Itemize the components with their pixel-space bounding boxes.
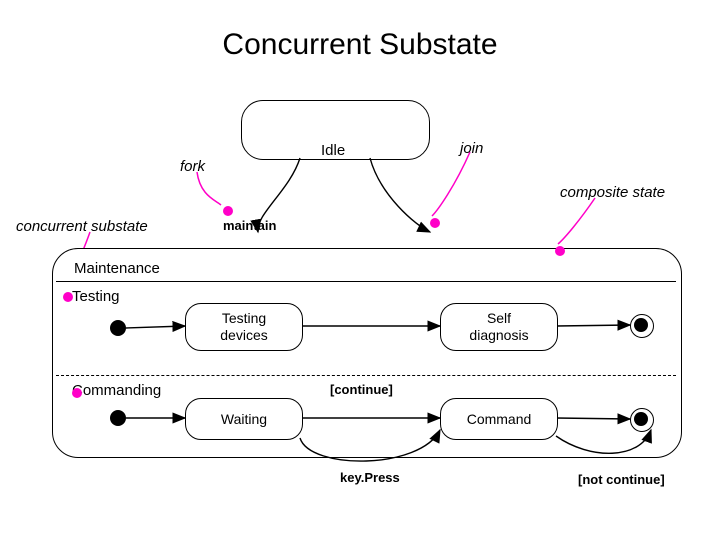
initial-dot-testing (110, 320, 126, 336)
initial-dot-commanding (110, 410, 126, 426)
pink-dot (430, 218, 440, 228)
state-self-diagnosis: Self diagnosis (440, 303, 558, 351)
transition-continue: [continue] (330, 382, 393, 397)
final-state-testing-inner (634, 318, 648, 332)
state-testing-devices: Testing devices (185, 303, 303, 351)
maintain-label: maintain (223, 218, 276, 233)
final-state-commanding-inner (634, 412, 648, 426)
transition-lines (0, 0, 720, 540)
transition-not-continue: [not continue] (578, 472, 665, 487)
transition-keypress: key.Press (340, 470, 400, 485)
pink-dot (63, 292, 73, 302)
pink-dot (223, 206, 233, 216)
state-waiting: Waiting (185, 398, 303, 440)
pink-dot (555, 246, 565, 256)
state-command: Command (440, 398, 558, 440)
pink-dot (72, 388, 82, 398)
